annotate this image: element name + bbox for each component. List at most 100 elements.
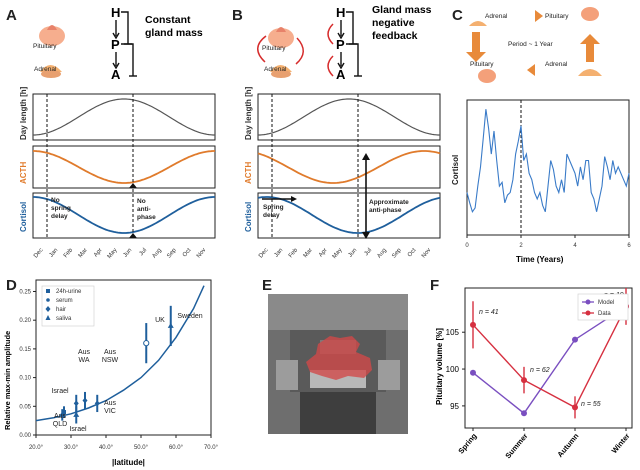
ytick-label-d: 0.00 xyxy=(19,433,31,439)
cycle-arrow-left xyxy=(527,64,535,76)
xticks-d: 20.0° 30.0° 40.0° 50.0° 60.0° 70.0° xyxy=(29,435,219,451)
month-label: Sep xyxy=(391,247,403,260)
svg-text:Approximate: Approximate xyxy=(369,199,409,206)
gland-feedback-p xyxy=(327,23,334,45)
plot-f xyxy=(464,287,633,429)
month-label: Apr xyxy=(93,247,104,258)
anti-phase-arrowhead-down xyxy=(362,232,370,239)
yticks-f: 95 100 105 xyxy=(446,328,465,411)
month-label: Nov xyxy=(421,247,432,259)
month-label: Feb xyxy=(288,247,300,259)
xtick-label-d: 20.0° xyxy=(29,445,44,451)
hpa-a-b: A xyxy=(336,67,346,82)
pituitary-icon xyxy=(268,27,294,48)
month-label: Mar xyxy=(303,247,314,259)
curve-cortisol-a xyxy=(33,196,215,234)
plot-b-cortisol xyxy=(257,192,441,239)
month-labels-a: Dec Jan Feb Mar Apr May Jun Jul Aug Sep Oct Nov xyxy=(33,247,207,260)
month-label: Oct xyxy=(182,247,193,258)
curve-acth-a xyxy=(33,150,215,184)
cycle-period: Period ~ 1 Year xyxy=(508,41,553,48)
data-point-d xyxy=(167,322,174,328)
panel-a: A Pituitary Adrenal H P A Constant gland… xyxy=(6,5,216,260)
curve-acth-b xyxy=(257,150,441,184)
curve-daylength-a xyxy=(33,98,215,136)
point-label-d: VIC xyxy=(104,408,116,415)
legend-f: Model Data xyxy=(577,293,629,321)
legend-d: 24h-urine serum hair saliva xyxy=(41,285,95,327)
curve-daylength-b xyxy=(258,98,440,136)
svg-text:No: No xyxy=(51,197,60,204)
month-label: Dec xyxy=(33,247,44,259)
line-data xyxy=(472,306,627,409)
ylabel-c: Cortisol xyxy=(451,155,460,185)
line-model xyxy=(472,305,627,415)
legend-hair: hair xyxy=(56,307,66,313)
month-label: Jun xyxy=(123,247,134,258)
pituitary-highlight xyxy=(306,336,372,380)
pituitary-icon xyxy=(478,69,496,83)
n-annotation-f: n = 41 xyxy=(479,309,499,316)
month-label: May xyxy=(332,247,344,260)
xtick-label-d: 50.0° xyxy=(134,445,149,451)
ytick-label-d: 0.20 xyxy=(19,318,31,324)
month-label: Aug xyxy=(376,247,387,259)
legend-marker-saliva xyxy=(45,315,51,320)
xtick-label-d: 30.0° xyxy=(64,445,79,451)
organ-label-pituitary-a: Pituitary xyxy=(33,43,57,50)
month-label: Jan xyxy=(274,247,285,258)
legend-urine: 24h-urine xyxy=(56,289,82,295)
point-label-d: Aus xyxy=(54,413,67,420)
point-label-d: Israel xyxy=(51,388,69,395)
month-label: May xyxy=(107,247,119,260)
cycle-adrenal-bottom: Adrenal xyxy=(545,61,568,68)
xticks-f: Spring Summer Autumn Winter xyxy=(456,428,632,460)
pituitary-icon xyxy=(581,7,599,21)
point-model xyxy=(470,369,476,376)
plot-d xyxy=(35,279,212,436)
point-label-d: Aus xyxy=(78,349,91,356)
ylabel-cortisol-a: Cortisol xyxy=(19,202,28,232)
marker-cort-min-a xyxy=(129,233,137,238)
svg-text:delay: delay xyxy=(263,212,280,219)
svg-text:Spring: Spring xyxy=(263,204,284,211)
cycle-pituitary-bottom: Pituitary xyxy=(470,61,494,68)
n-annotation-f: n = 55 xyxy=(581,401,601,408)
xtick-label-f: Summer xyxy=(503,431,529,460)
plot-b-daylength xyxy=(257,93,441,141)
data-point-d xyxy=(73,400,79,407)
legend-serum: serum xyxy=(56,298,73,304)
hpa-p-a: P xyxy=(111,37,120,52)
panel-e: E xyxy=(262,277,408,434)
xtick-label-d: 60.0° xyxy=(169,445,184,451)
adrenal-icon xyxy=(270,65,292,78)
plot-a-cortisol xyxy=(32,192,216,239)
data-point-d xyxy=(94,400,100,407)
point-data xyxy=(521,377,527,384)
month-label: Mar xyxy=(78,247,89,259)
pituitary-icon xyxy=(39,25,65,46)
hpa-a-a: A xyxy=(111,67,121,82)
point-label-d: WA xyxy=(78,357,89,364)
panel-label-a: A xyxy=(6,7,17,24)
annot-spring-delay: Spring delay xyxy=(263,204,284,219)
adrenal-icon xyxy=(40,65,62,78)
annot-approx-anti-phase: Approximate anti-phase xyxy=(369,199,409,214)
point-data xyxy=(470,321,476,328)
point-data xyxy=(572,404,578,411)
legend-marker-hair xyxy=(45,306,51,312)
panel-d: D UKSwedenAusWAAusNSWIsraelIsraelAusQLDA… xyxy=(3,277,219,467)
xtick-label-c: 4 xyxy=(573,243,577,249)
panel-label-b: B xyxy=(232,7,243,24)
point-label-d: QLD xyxy=(53,421,67,428)
legend-marker-data xyxy=(585,310,591,316)
plot-a-daylength xyxy=(32,93,216,141)
feedback-arrow-left-b xyxy=(257,35,267,63)
fit-curve-d xyxy=(35,285,205,422)
ytick-label-f: 105 xyxy=(446,328,460,337)
legend-model: Model xyxy=(598,300,614,306)
ylabel-acth-a: ACTH xyxy=(19,162,28,184)
hpa-arrows-b xyxy=(337,11,362,77)
cycle-pituitary-top: Pituitary xyxy=(545,13,569,20)
